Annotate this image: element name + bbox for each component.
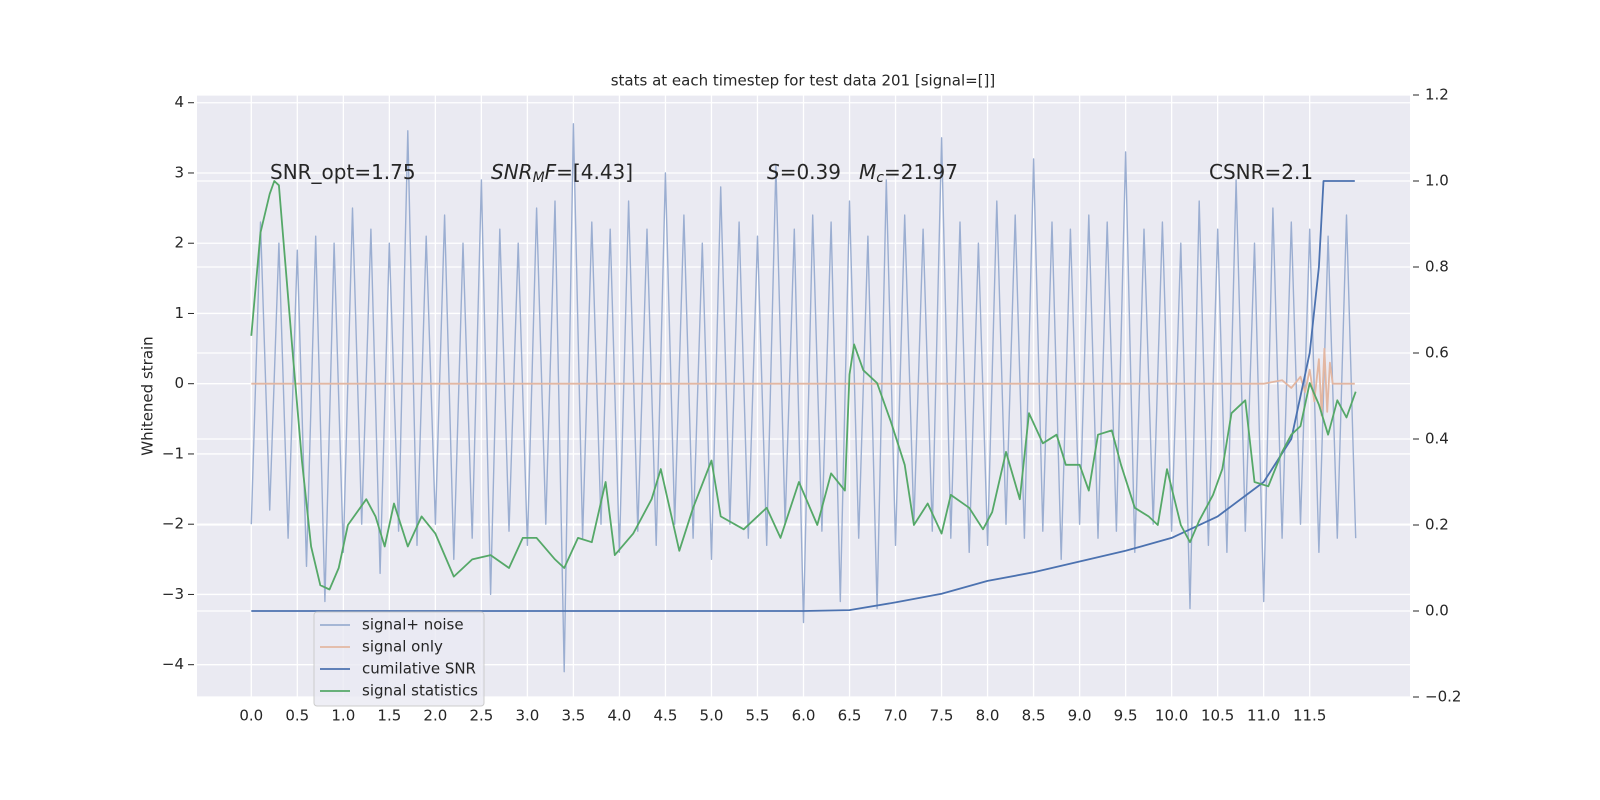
annotation: Mc=21.97 [859,160,958,187]
annotation-part: F [545,160,557,184]
x-tick-label: 10.5 [1201,707,1234,725]
y-axis-label: Whitened strain [139,336,157,455]
series-line [251,180,1355,612]
y2-tick-label: 0.0 [1425,602,1449,620]
legend-box [313,611,485,707]
annotation-part: M [859,160,876,184]
x-tick-label: 10.0 [1155,707,1188,725]
x-tick-label: 0.5 [285,707,309,725]
legend: signal+ noise signal only cumilative SNR si… [313,611,485,707]
x-tick-label: 11.0 [1247,707,1280,725]
annotation-part: M [533,170,545,186]
x-tick-label: 9.0 [1068,707,1092,725]
y-tick-label: 4 [174,93,184,111]
x-tick-label: 3.0 [515,707,539,725]
legend-label: signal+ noise [362,616,464,634]
x-tick-label: 5.0 [700,707,724,725]
y-tick-label: 2 [174,234,184,252]
y-tick-label: −1 [162,444,184,462]
annotation-part: =21.97 [884,160,958,184]
series-line [250,180,1357,591]
annotation: SNR_opt=1.75 [270,160,416,184]
y-tick-label: −2 [162,515,184,533]
x-tick-label: 3.5 [561,707,585,725]
x-tick-label: 0.0 [239,707,263,725]
annotation: S=0.39 [767,160,841,184]
annotation-part: c [876,170,884,186]
chart-title: stats at each timestep for test data 201… [611,72,996,90]
y-tick-label: −4 [162,655,184,673]
x-tick-label: 5.5 [746,707,770,725]
y2-tick-label: 1.0 [1425,172,1449,190]
y2-tick-label: 1.2 [1425,86,1449,104]
legend-label: signal statistics [362,682,478,700]
x-tick-label: 1.5 [377,707,401,725]
x-tick-label: 8.0 [976,707,1000,725]
series-line [251,347,1355,417]
x-tick-label: 1.0 [331,707,355,725]
x-tick-label: 4.5 [654,707,678,725]
x-tick-label: 6.0 [792,707,816,725]
x-tick-label: 4.0 [608,707,632,725]
legend-label: signal only [362,638,443,656]
y-tick-label: 1 [174,304,184,322]
annotation-part: CSNR=2.1 [1209,160,1313,184]
annotation-part: SNR [491,160,533,184]
y2-tick-label: 0.8 [1425,258,1449,276]
x-tick-label: 11.5 [1293,707,1326,725]
y2-tick-label: −0.2 [1425,688,1461,706]
y-tick-label: 0 [174,374,184,392]
y2-tick-label: 0.4 [1425,430,1449,448]
x-tick-label: 2.0 [423,707,447,725]
x-tick-label: 7.5 [930,707,954,725]
annotation-part: =0.39 [780,160,841,184]
y2-tick-label: 0.2 [1425,516,1449,534]
x-tick-label: 7.0 [884,707,908,725]
annotation-part: S [767,160,780,184]
x-tick-label: 2.5 [469,707,493,725]
annotation-part: =[4.43] [556,160,633,184]
x-tick-label: 9.5 [1114,707,1138,725]
x-tick-label: 8.5 [1022,707,1046,725]
y-tick-label: −3 [162,585,184,603]
annotation-part: SNR_opt=1.75 [270,160,416,184]
series-line [250,123,1357,673]
annotation: SNRMF=[4.43] [491,160,633,187]
legend-label: cumilative SNR [362,660,476,678]
y-tick-label: 3 [174,163,184,181]
annotation: CSNR=2.1 [1209,160,1313,184]
y2-tick-label: 0.6 [1425,344,1449,362]
x-tick-label: 6.5 [838,707,862,725]
